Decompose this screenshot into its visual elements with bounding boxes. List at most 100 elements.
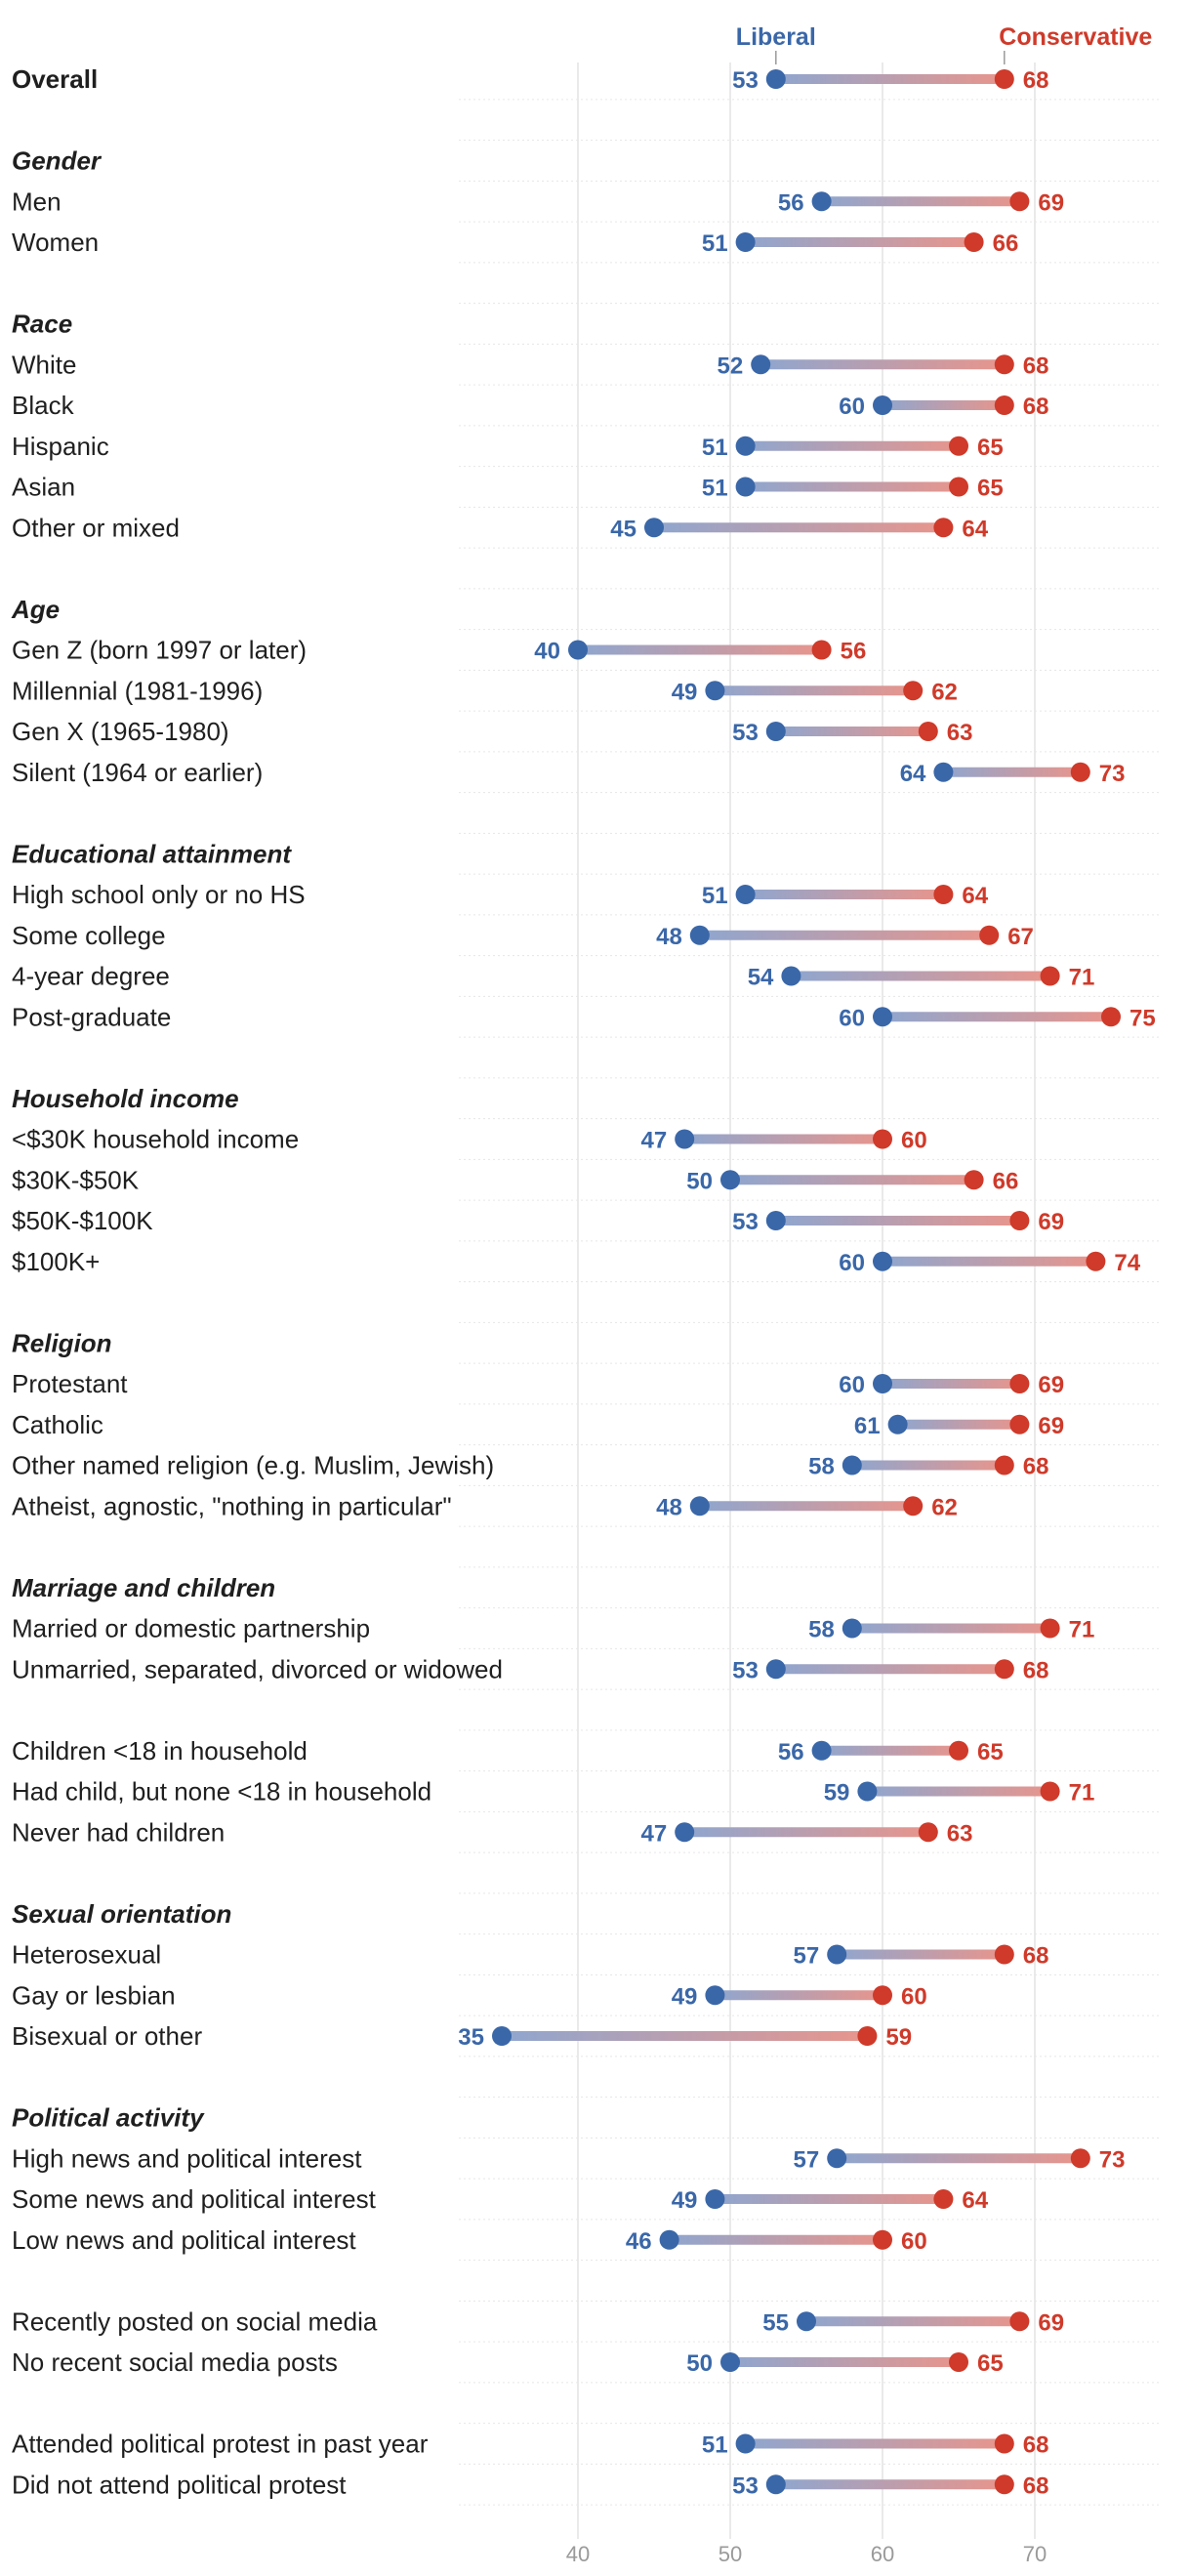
range-bar — [745, 237, 974, 247]
row-label: Gen X (1965-1980) — [12, 717, 229, 746]
liberal-value-label: 49 — [672, 1983, 698, 2010]
data-row: $100K+ 60 74 — [12, 1247, 1141, 1276]
data-row: Married or domestic partnership 58 71 — [12, 1614, 1094, 1643]
x-tick-label-60: 60 — [871, 2542, 894, 2566]
row-label: Women — [12, 228, 99, 257]
category-row: Sexual orientation — [12, 1899, 231, 1929]
data-row: Atheist, agnostic, "nothing in particula… — [12, 1491, 958, 1520]
liberal-value-label: 35 — [458, 2024, 484, 2051]
row-label: Catholic — [12, 1410, 103, 1439]
liberal-point — [873, 1374, 892, 1393]
row-label: Other or mixed — [12, 513, 180, 542]
row-label: Children <18 in household — [12, 1736, 308, 1766]
conservative-point — [918, 1822, 938, 1843]
conservative-point — [994, 2474, 1014, 2495]
category-label: Age — [11, 595, 60, 624]
liberal-point — [857, 1781, 878, 1802]
data-row: Overall 53 68 — [12, 64, 1049, 94]
row-label: Gay or lesbian — [12, 1980, 176, 2010]
row-label: Unmarried, separated, divorced or widowe… — [12, 1654, 503, 1683]
liberal-point — [842, 1455, 862, 1475]
data-row: Asian 51 65 — [12, 473, 1004, 502]
range-bar — [684, 1134, 883, 1144]
conservative-value-label: 68 — [1023, 1943, 1049, 1970]
row-label: Recently posted on social media — [12, 2306, 378, 2336]
liberal-point — [797, 2311, 816, 2332]
data-row: $50K-$100K 53 69 — [12, 1206, 1064, 1235]
liberal-value-label: 53 — [732, 67, 759, 94]
row-label: Overall — [12, 64, 98, 94]
liberal-point — [827, 2148, 847, 2169]
range-bar — [699, 930, 990, 940]
range-bar — [715, 1990, 883, 2001]
legend-liberal: Liberal — [736, 23, 816, 51]
data-row: Unmarried, separated, divorced or widowe… — [12, 1654, 1049, 1683]
conservative-point — [873, 1985, 892, 2006]
liberal-point — [735, 436, 756, 456]
vertical-gridlines — [577, 62, 1036, 2539]
liberal-point — [887, 1414, 908, 1434]
data-row: Did not attend political protest 53 68 — [12, 2470, 1049, 2499]
conservative-point — [1009, 1414, 1030, 1434]
liberal-value-label: 51 — [702, 2432, 728, 2459]
data-row: Heterosexual 57 68 — [12, 1940, 1049, 1970]
liberal-value-label: 60 — [839, 1250, 865, 1276]
data-row: Gen Z (born 1997 or later) 40 56 — [12, 636, 866, 665]
liberal-value-label: 51 — [702, 883, 728, 909]
conservative-value-label: 71 — [1069, 1780, 1095, 1807]
legend-conservative: Conservative — [999, 23, 1152, 51]
category-row: Educational attainment — [12, 839, 292, 868]
conservative-value-label: 64 — [962, 883, 988, 909]
category-row: Age — [11, 595, 60, 624]
liberal-value-label: 57 — [793, 1943, 819, 1970]
category-label: Race — [12, 310, 72, 339]
row-label: Never had children — [12, 1817, 225, 1847]
row-label: No recent social media posts — [12, 2347, 338, 2377]
conservative-point — [1040, 1618, 1060, 1639]
data-row: $30K-$50K 50 66 — [12, 1165, 1018, 1194]
category-row: Household income — [12, 1084, 239, 1113]
range-bar — [745, 481, 959, 492]
conservative-value-label: 75 — [1129, 1005, 1156, 1031]
data-row: Gen X (1965-1980) 53 63 — [12, 717, 973, 746]
conservative-value-label: 60 — [901, 1128, 927, 1154]
data-row: Never had children 47 63 — [12, 1817, 973, 1847]
liberal-point — [765, 1659, 786, 1680]
range-bar — [791, 971, 1050, 981]
liberal-value-label: 57 — [793, 2146, 819, 2173]
liberal-point — [705, 681, 725, 701]
conservative-point — [994, 69, 1014, 89]
liberal-point — [675, 1822, 695, 1843]
liberal-point — [659, 2229, 679, 2250]
row-label: Black — [12, 391, 75, 420]
row-label: Post-graduate — [12, 1002, 171, 1031]
data-row: 4-year degree 54 71 — [12, 962, 1094, 991]
range-bar — [867, 1786, 1050, 1797]
conservative-point — [873, 2229, 892, 2250]
data-row: High school only or no HS 51 64 — [12, 880, 989, 909]
category-label: Household income — [12, 1084, 239, 1113]
liberal-value-label: 56 — [778, 189, 804, 216]
liberal-value-label: 51 — [702, 476, 728, 502]
liberal-value-label: 52 — [717, 353, 743, 379]
data-row: Children <18 in household 56 65 — [12, 1736, 1004, 1766]
conservative-point — [1009, 191, 1030, 212]
conservative-point — [918, 722, 938, 741]
range-bar — [821, 1745, 959, 1756]
liberal-point — [842, 1618, 862, 1639]
range-bar — [654, 522, 944, 533]
conservative-point — [1009, 2311, 1030, 2332]
data-row: Millennial (1981-1996) 49 62 — [12, 676, 958, 705]
range-bar — [883, 1256, 1096, 1267]
data-row: Protestant 60 69 — [12, 1369, 1064, 1398]
conservative-point — [933, 518, 954, 538]
liberal-value-label: 53 — [732, 1657, 759, 1683]
data-row: Catholic 61 69 — [12, 1410, 1064, 1439]
conservative-value-label: 65 — [977, 2350, 1004, 2377]
row-label: Silent (1964 or earlier) — [12, 758, 263, 787]
row-label: $50K-$100K — [12, 1206, 153, 1235]
liberal-value-label: 54 — [748, 965, 774, 991]
data-row: Had child, but none <18 in household 59 71 — [12, 1777, 1094, 1807]
liberal-value-label: 49 — [672, 2187, 698, 2214]
row-label: High school only or no HS — [12, 880, 306, 909]
